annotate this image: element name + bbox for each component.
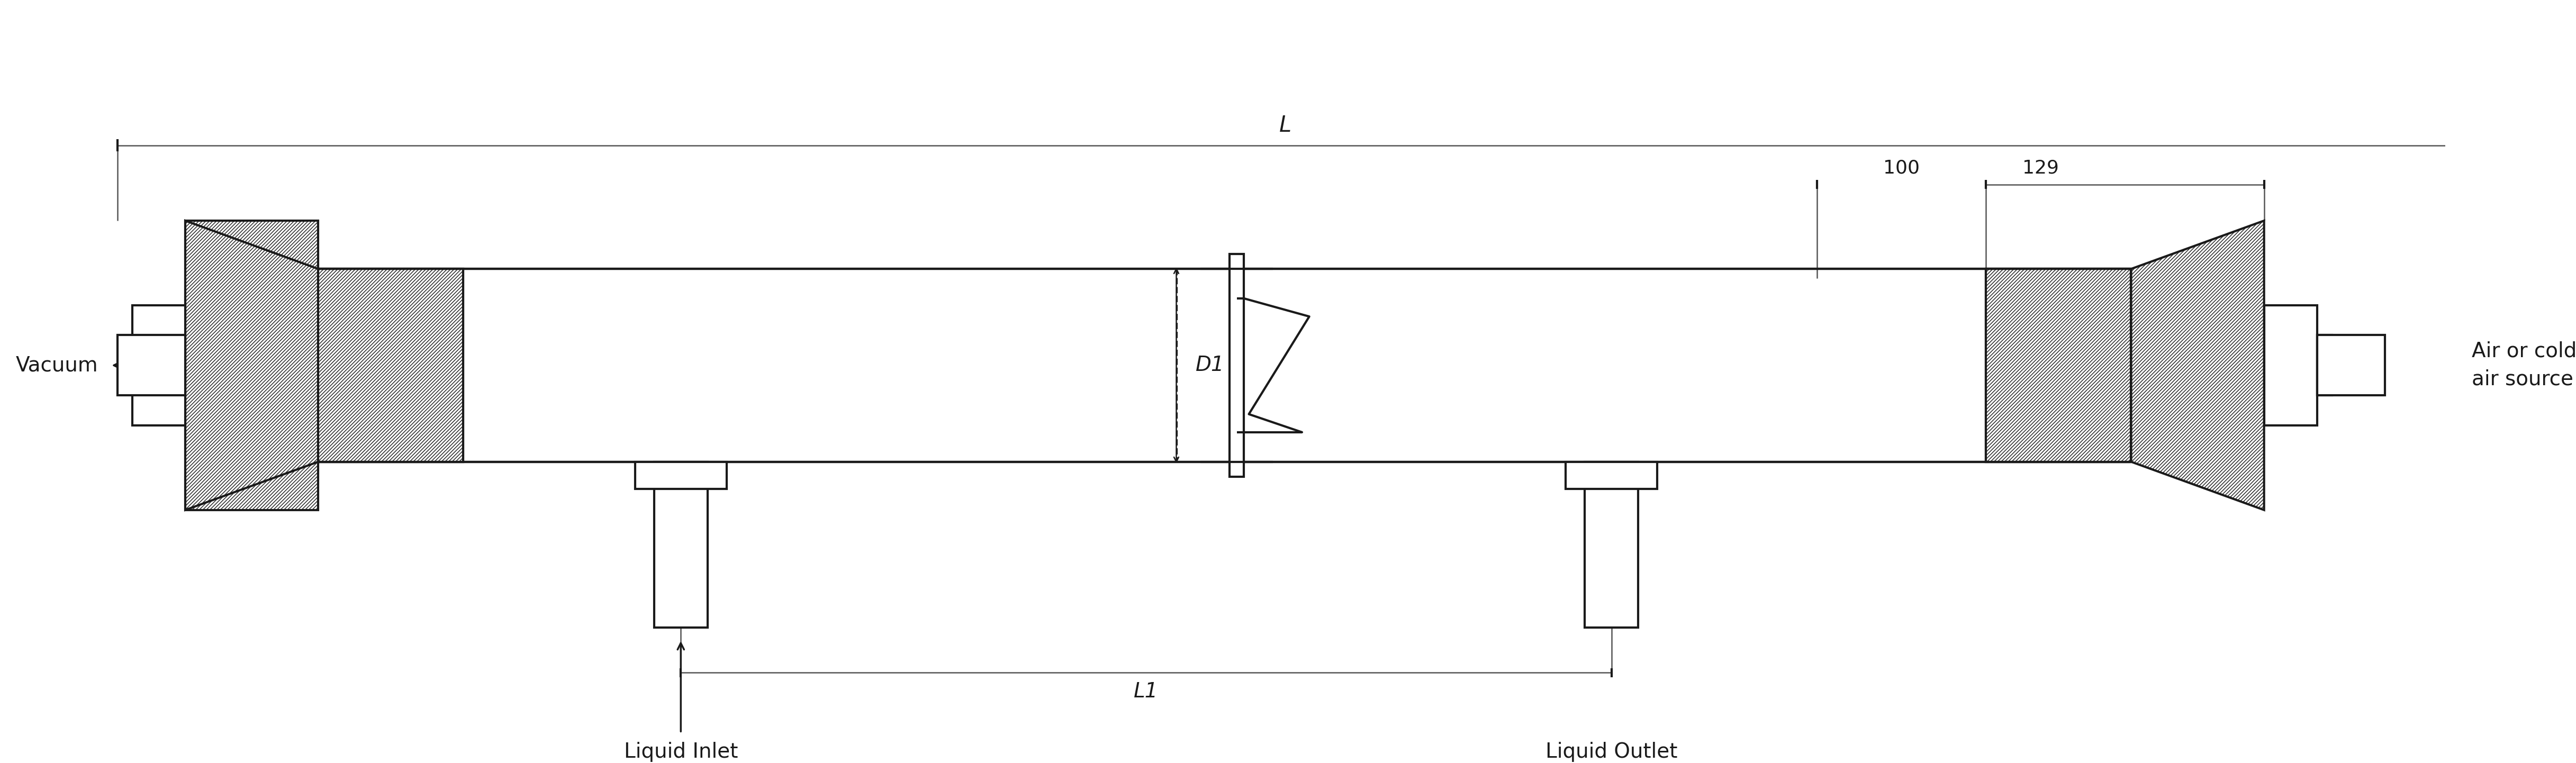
Text: L: L <box>1278 114 1291 137</box>
Text: Air or cold
air source: Air or cold air source <box>2473 341 2576 389</box>
Bar <box>118 335 185 395</box>
Bar <box>654 462 708 627</box>
Polygon shape <box>2130 221 2264 510</box>
Text: 129: 129 <box>2022 159 2058 177</box>
Bar <box>1584 462 1638 627</box>
Bar <box>319 269 464 462</box>
Bar <box>1566 462 1656 489</box>
Text: Liquid Inlet: Liquid Inlet <box>623 742 737 762</box>
Bar <box>2318 335 2331 395</box>
Bar <box>634 462 726 489</box>
Bar <box>1986 269 2130 462</box>
Polygon shape <box>185 221 319 510</box>
Text: Vacuum: Vacuum <box>15 356 98 375</box>
Bar <box>1986 269 2130 462</box>
Bar <box>131 305 185 426</box>
Text: D1: D1 <box>1195 356 1224 375</box>
Bar <box>1229 254 1244 477</box>
Bar <box>319 269 464 462</box>
Bar <box>2318 335 2385 395</box>
Bar <box>185 221 319 510</box>
Text: Liquid Outlet: Liquid Outlet <box>1546 742 1677 762</box>
Bar <box>2264 305 2318 426</box>
Text: L1: L1 <box>1133 682 1159 702</box>
Text: 100: 100 <box>1883 159 1919 177</box>
